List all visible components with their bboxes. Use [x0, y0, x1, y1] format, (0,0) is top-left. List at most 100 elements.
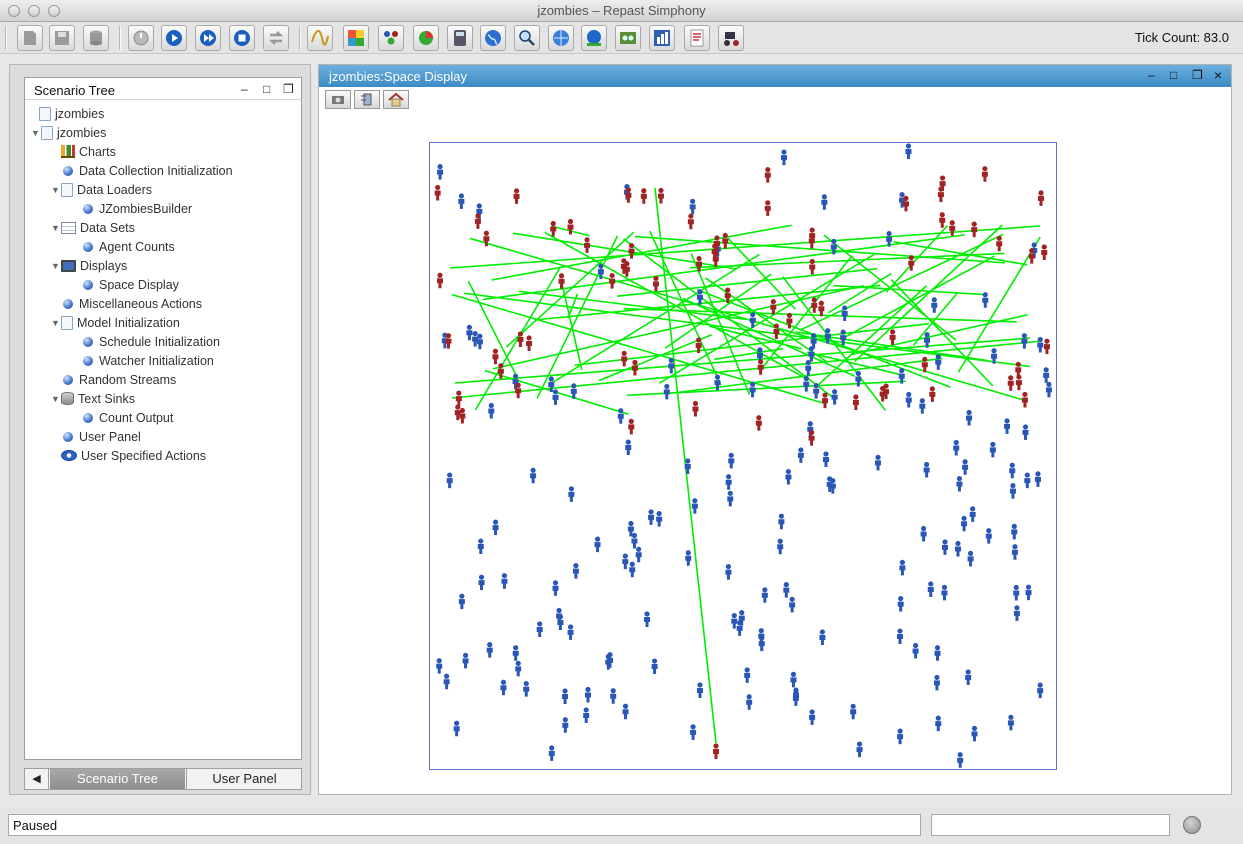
restore-icon[interactable]: ❐: [283, 82, 294, 96]
maximize-icon[interactable]: □: [263, 82, 271, 96]
tree-item[interactable]: Miscellaneous Actions: [51, 294, 202, 313]
pursuit-link: [451, 293, 826, 405]
human-agent: [808, 346, 815, 362]
tree-item[interactable]: ▼ Model Initialization: [51, 313, 180, 332]
maximize-icon[interactable]: □: [1170, 68, 1178, 82]
tree-item[interactable]: User Panel: [51, 427, 141, 446]
tree-item[interactable]: Watcher Initialization: [71, 351, 214, 370]
pursuit-link: [616, 267, 878, 298]
human-agent: [744, 667, 751, 683]
tree-item[interactable]: Charts: [51, 142, 116, 161]
tree-expander-icon[interactable]: ▼: [51, 317, 60, 328]
tree-item-label: Data Collection Initialization: [79, 163, 233, 178]
zombie-agent: [808, 232, 815, 249]
human-agent: [488, 402, 495, 419]
zombie-agent: [445, 333, 452, 349]
magnifier-icon[interactable]: [514, 25, 540, 51]
save-icon[interactable]: [17, 25, 43, 51]
stop-icon[interactable]: [229, 25, 255, 51]
globe-icon[interactable]: [480, 25, 506, 51]
settings-icon[interactable]: [354, 90, 380, 109]
tree-item[interactable]: Count Output: [71, 408, 173, 427]
tractor-icon[interactable]: [718, 25, 744, 51]
monitor-icon: [61, 259, 76, 272]
tab-scenario-tree[interactable]: Scenario Tree: [50, 769, 185, 789]
human-agent: [989, 441, 996, 458]
tree-item-label: Miscellaneous Actions: [79, 296, 202, 311]
human-agent: [792, 690, 799, 706]
tree-expander-icon[interactable]: ▼: [51, 260, 60, 271]
tree-expander-icon[interactable]: ▼: [51, 222, 60, 233]
human-agent: [841, 305, 848, 322]
tab-scroll-left-icon[interactable]: ◀: [25, 769, 49, 789]
space-svg: [434, 143, 1052, 768]
pursuit-link: [806, 351, 905, 377]
power-icon[interactable]: [128, 25, 154, 51]
zombie-agent: [558, 273, 565, 289]
save-disk-icon[interactable]: [49, 25, 75, 51]
tree-item[interactable]: Space Display: [71, 275, 179, 294]
human-agent: [648, 509, 655, 525]
pursuit-link: [890, 279, 994, 387]
agents-icon[interactable]: [378, 25, 404, 51]
chart-wave-icon[interactable]: [307, 25, 333, 51]
doc-icon: [61, 182, 73, 197]
human-agent: [957, 752, 964, 768]
web-icon[interactable]: [581, 25, 607, 51]
zombie-agent: [515, 382, 522, 399]
human-agent: [1013, 584, 1020, 601]
play-icon[interactable]: [161, 25, 187, 51]
tree-item[interactable]: ▼ jzombies: [31, 123, 106, 142]
tree-expander-icon[interactable]: ▼: [51, 184, 60, 195]
camera-icon[interactable]: [325, 90, 351, 109]
tree-expander-icon[interactable]: ▼: [51, 393, 60, 404]
tree-item[interactable]: Random Streams: [51, 370, 176, 389]
close-icon[interactable]: ×: [1214, 67, 1223, 83]
reset-icon[interactable]: [263, 25, 289, 51]
human-agent: [1022, 424, 1029, 440]
home-icon[interactable]: [383, 90, 409, 109]
tree-item[interactable]: Schedule Initialization: [71, 332, 220, 351]
human-agent: [886, 230, 893, 247]
minimize-icon[interactable]: –: [1148, 68, 1155, 82]
pursuit-link: [689, 252, 1005, 269]
human-agent: [819, 629, 826, 645]
zombie-agent: [628, 418, 635, 435]
pursuit-link: [454, 337, 1031, 384]
calculator-icon[interactable]: [447, 25, 473, 51]
tree-item[interactable]: ▼ Displays: [51, 256, 127, 275]
restore-icon[interactable]: ❐: [1192, 68, 1203, 82]
tree-item[interactable]: User Specified Actions: [51, 446, 206, 465]
zoom-window-button[interactable]: [48, 5, 60, 17]
pursuit-link: [727, 237, 796, 310]
database-icon[interactable]: [83, 25, 109, 51]
minimize-icon[interactable]: –: [241, 82, 248, 96]
tree-item[interactable]: ▼ Data Loaders: [51, 180, 152, 199]
human-agent: [856, 741, 863, 758]
human-agent: [635, 546, 642, 563]
image-icon[interactable]: [615, 25, 641, 51]
space-canvas[interactable]: [429, 142, 1057, 770]
pursuit-link: [690, 253, 751, 396]
tree-item[interactable]: ▼ Data Sets: [51, 218, 135, 237]
tree-item[interactable]: JZombiesBuilder: [71, 199, 192, 218]
tree-item[interactable]: jzombies: [29, 104, 104, 123]
human-agent: [829, 478, 836, 494]
notes-icon[interactable]: [684, 25, 710, 51]
network-icon[interactable]: [548, 25, 574, 51]
zombie-agent: [822, 392, 829, 409]
human-agent: [790, 671, 797, 688]
tree-item[interactable]: Data Collection Initialization: [51, 161, 233, 180]
close-window-button[interactable]: [8, 5, 20, 17]
step-icon[interactable]: [195, 25, 221, 51]
dashboard-icon[interactable]: [649, 25, 675, 51]
tab-user-panel[interactable]: User Panel: [186, 769, 302, 789]
tree-item[interactable]: ▼ Text Sinks: [51, 389, 135, 408]
tree-expander-icon[interactable]: ▼: [31, 127, 40, 138]
pie-chart-icon[interactable]: [413, 25, 439, 51]
info-icon[interactable]: [1183, 816, 1201, 834]
zombie-agent: [625, 187, 632, 203]
minimize-window-button[interactable]: [28, 5, 40, 17]
color-grid-icon[interactable]: [343, 25, 369, 51]
tree-item[interactable]: Agent Counts: [71, 237, 175, 256]
